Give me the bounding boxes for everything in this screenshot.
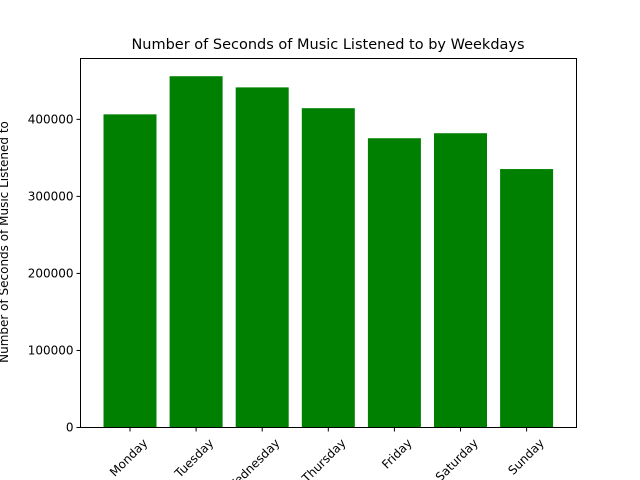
bar-monday: [103, 114, 157, 428]
y-tick-label: 400000: [28, 112, 74, 126]
x-tick-label: Friday: [379, 436, 415, 472]
y-tick-label: 100000: [28, 343, 74, 357]
x-axis-ticks: Monday Tuesday Wednesday Thursday Friday Satu…: [107, 427, 547, 480]
y-axis-ticks: 0 100000 200000 300000 400000: [28, 112, 81, 435]
x-tick-label: Thursday: [299, 436, 349, 480]
x-tick-label: Sunday: [505, 436, 547, 478]
chart-title: Number of Seconds of Music Listened to b…: [131, 37, 524, 53]
x-tick-label: Tuesday: [171, 436, 216, 480]
bar-friday: [367, 138, 421, 428]
y-tick-label: 300000: [28, 189, 74, 203]
bar-saturday: [434, 133, 487, 428]
bar-sunday: [500, 169, 554, 428]
plot-frame: [80, 58, 577, 428]
y-tick-label: 0: [66, 421, 74, 435]
x-tick-label: Wednesday: [224, 436, 283, 480]
x-tick-label: Monday: [107, 436, 150, 479]
y-axis-label: Number of Seconds of Music Listened to: [0, 121, 11, 363]
bar-thursday: [301, 108, 355, 428]
bar-wednesday: [235, 87, 289, 428]
bars-group: [103, 76, 554, 428]
x-tick-label: Saturday: [433, 436, 481, 480]
y-tick-label: 200000: [28, 266, 74, 280]
bar-tuesday: [169, 76, 223, 428]
